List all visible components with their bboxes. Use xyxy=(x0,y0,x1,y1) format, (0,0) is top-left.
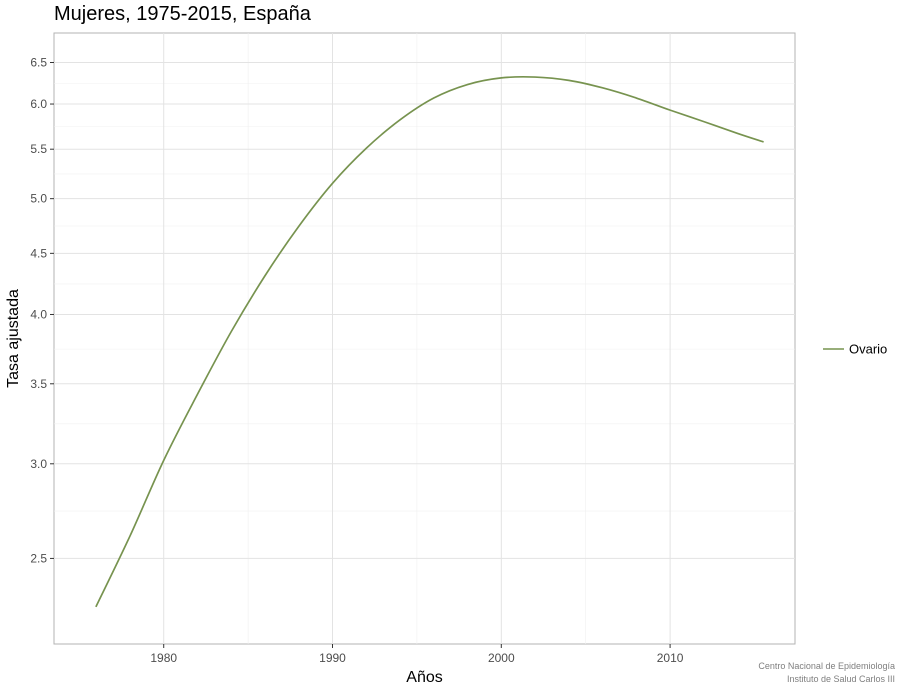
x-axis-label: Años xyxy=(406,669,442,686)
y-tick-label: 2.5 xyxy=(30,551,47,565)
legend: Ovario xyxy=(823,342,887,357)
plot-panel xyxy=(53,32,796,645)
y-tick-label: 5.0 xyxy=(30,192,47,206)
chart-title: Mujeres, 1975-2015, España xyxy=(54,3,312,25)
grid xyxy=(54,33,795,644)
x-tick-label: 2010 xyxy=(657,651,684,665)
y-tick-label: 6.5 xyxy=(30,55,47,69)
y-axis: 2.5 3.0 3.5 4.0 4.5 5.0 5.5 6.0 6.5 xyxy=(30,55,54,565)
x-axis: 1980 1990 2000 2010 xyxy=(150,644,684,665)
y-tick-label: 5.5 xyxy=(30,142,47,156)
series-layer xyxy=(95,75,764,608)
legend-label-ovario: Ovario xyxy=(849,342,887,357)
y-tick-label: 4.0 xyxy=(30,307,47,321)
x-tick-label: 1980 xyxy=(150,651,177,665)
caption-line-2: Instituto de Salud Carlos III xyxy=(787,674,895,684)
plot-area xyxy=(53,32,796,645)
x-tick-label: 1990 xyxy=(319,651,346,665)
series-line-ovario xyxy=(95,75,764,608)
y-tick-label: 4.5 xyxy=(30,246,47,260)
x-tick-label: 2000 xyxy=(488,651,515,665)
y-tick-label: 3.0 xyxy=(30,457,47,471)
y-axis-label: Tasa ajustada xyxy=(5,289,22,388)
caption-line-1: Centro Nacional de Epidemiología xyxy=(758,661,895,671)
y-tick-label: 6.0 xyxy=(30,97,47,111)
y-tick-label: 3.5 xyxy=(30,377,47,391)
